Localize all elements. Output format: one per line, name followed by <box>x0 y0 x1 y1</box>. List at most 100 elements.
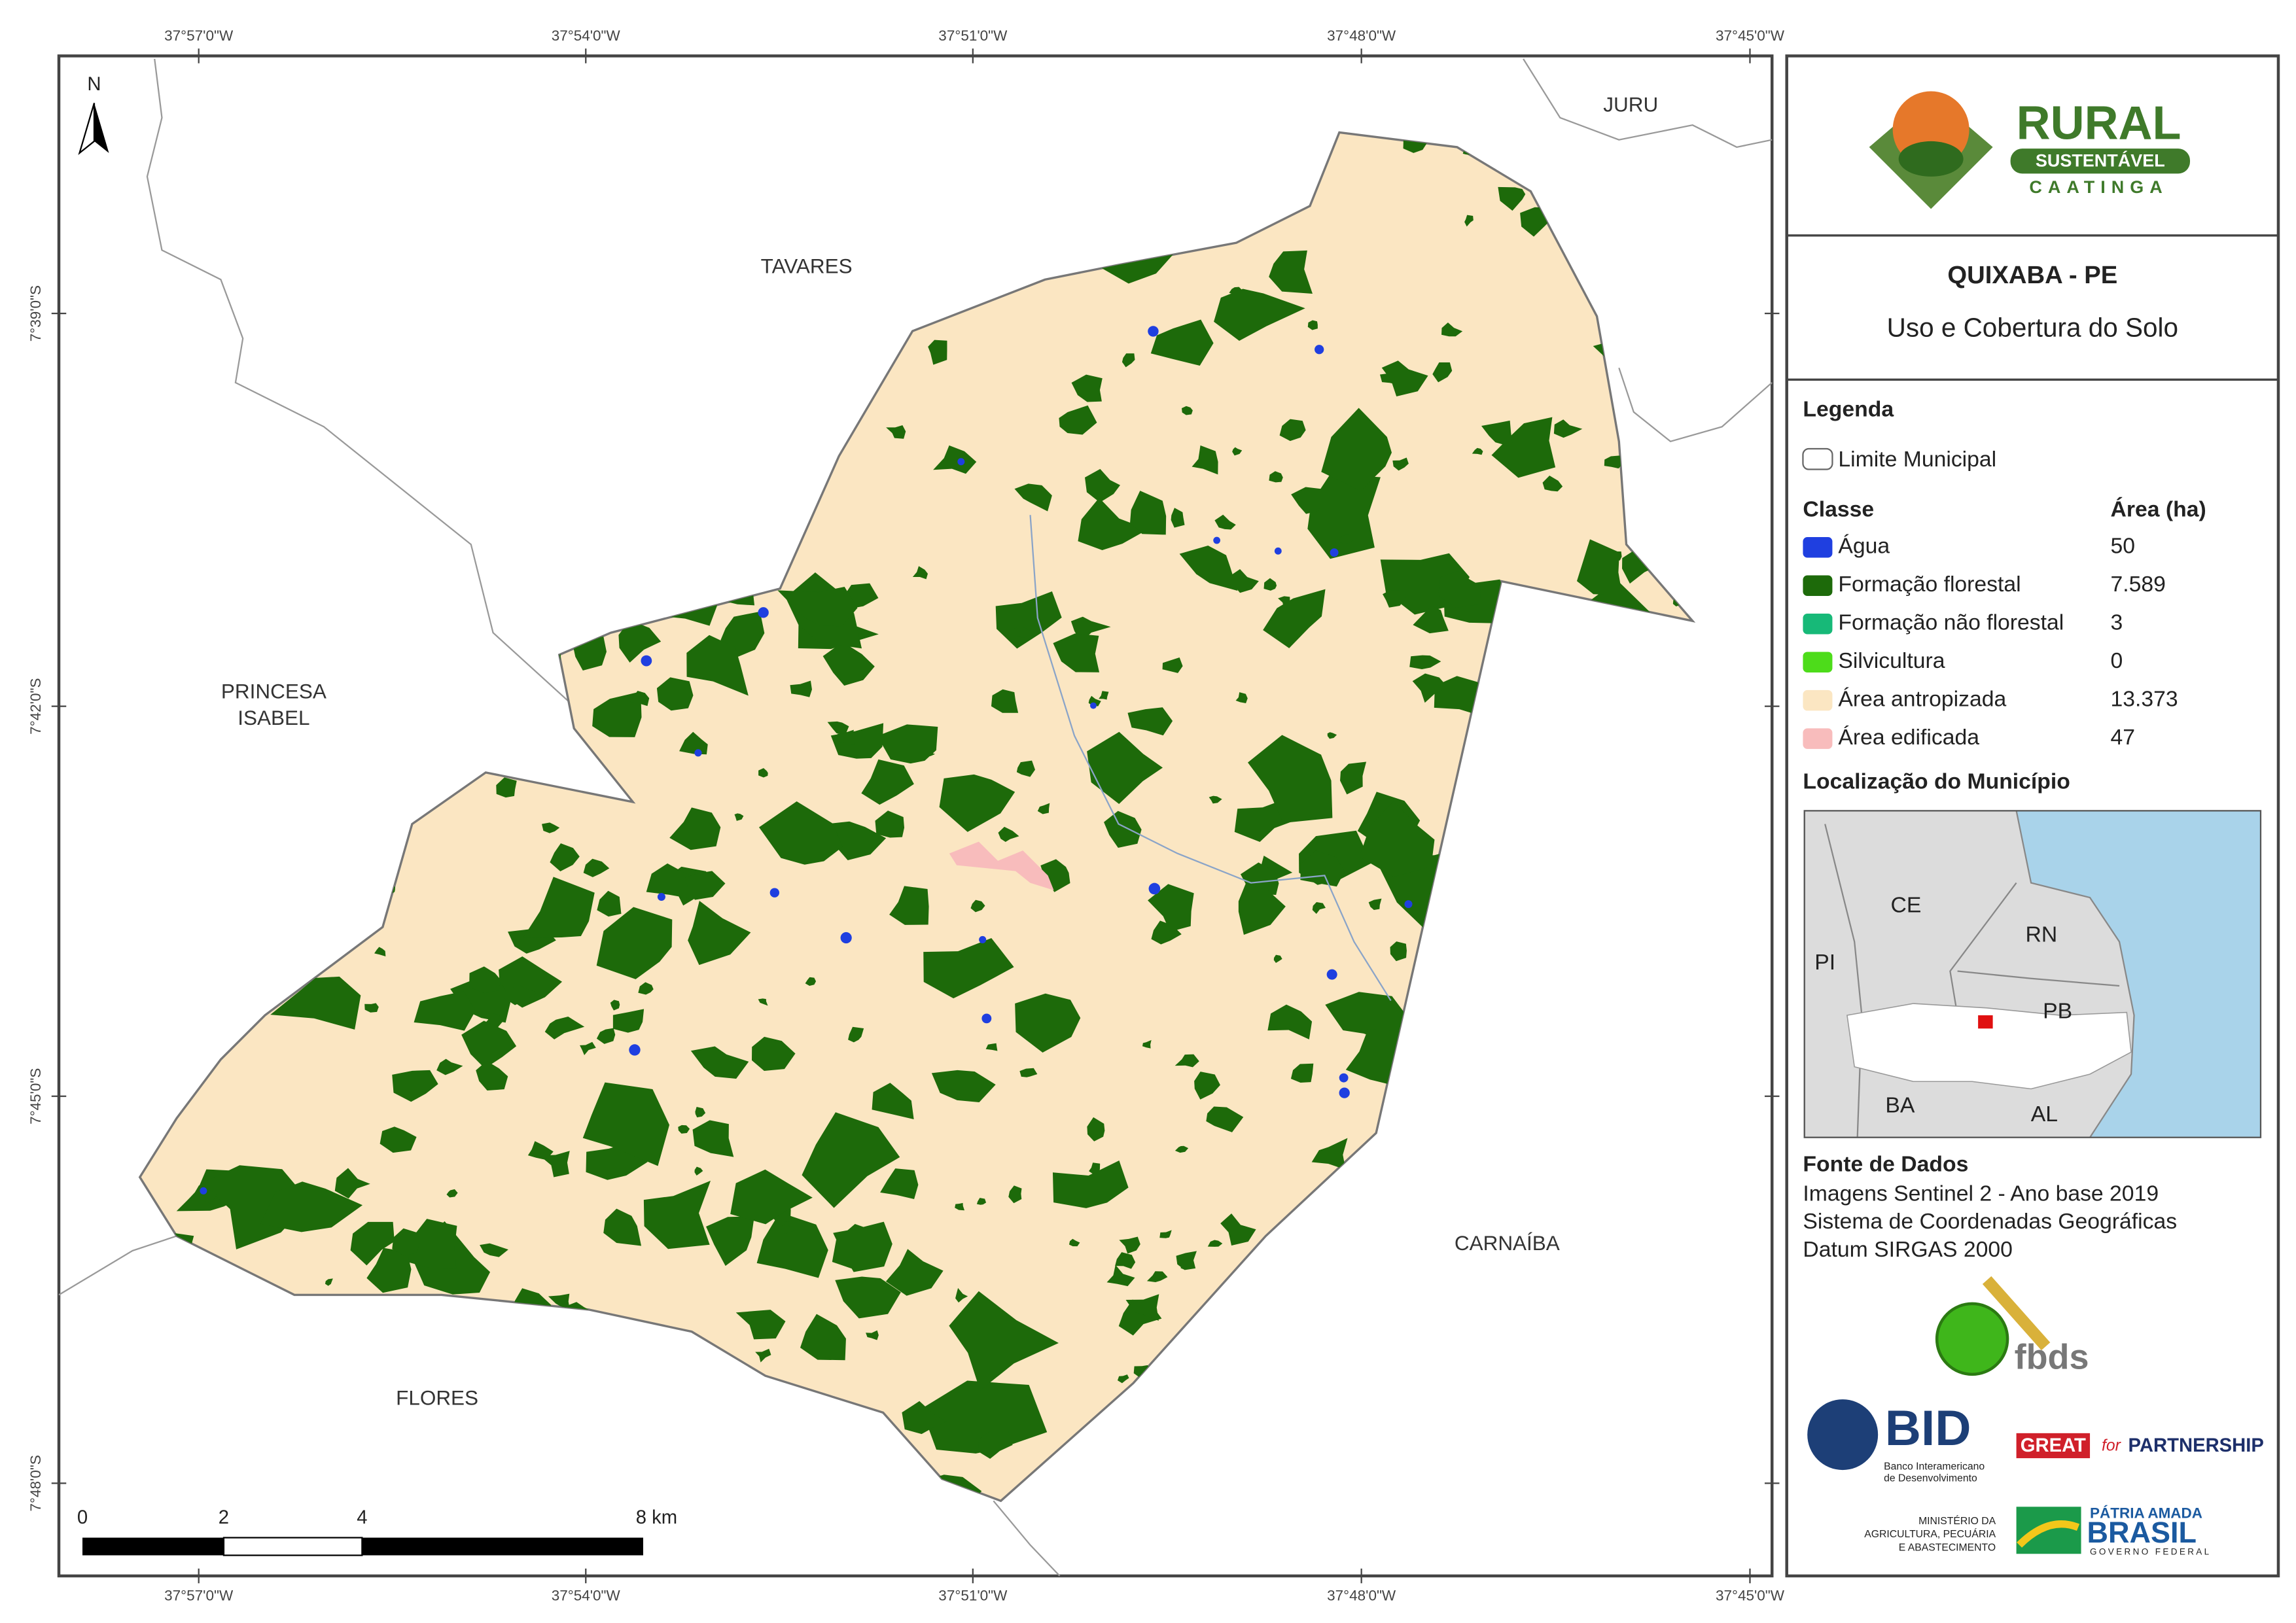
forest-patch <box>1122 353 1135 368</box>
forest-patch <box>679 731 708 755</box>
forest-patch <box>1125 1294 1159 1321</box>
forest-patch <box>1214 514 1236 530</box>
forest-patch <box>1174 1054 1199 1068</box>
logo-text: PARTNERSHIP <box>2128 1435 2264 1456</box>
forest-patch <box>1321 408 1392 491</box>
logo-stroke <box>1982 1276 2051 1351</box>
water-patch <box>769 888 779 898</box>
forest-patch <box>542 822 560 833</box>
forest-patch <box>1192 445 1218 475</box>
water-patch <box>694 749 702 757</box>
forest-patch <box>758 998 768 1006</box>
water-patch <box>1339 1073 1349 1083</box>
logo-text: de Desenvolvimento <box>1884 1473 1977 1484</box>
location-map <box>1804 811 2261 1138</box>
forest-patch <box>1339 534 1356 544</box>
scale-bar: 0 2 4 8 km <box>77 1507 677 1556</box>
forest-patch <box>1604 455 1624 469</box>
lon-tick-label: 37°54'0"W <box>552 27 621 44</box>
forest-patch <box>461 1021 517 1069</box>
forest-patch <box>1432 362 1453 383</box>
scale-label: 0 <box>77 1507 88 1528</box>
forest-patch <box>402 1219 457 1270</box>
water-patch <box>1274 547 1282 555</box>
forest-patch <box>592 691 642 737</box>
logo-text: E ABASTECIMENTO <box>1899 1542 1996 1553</box>
water-patch <box>1089 702 1097 709</box>
forest-patch <box>1359 801 1435 877</box>
logo-globe <box>1807 1399 1879 1471</box>
forest-patch <box>527 1141 554 1161</box>
forest-patch <box>1311 1138 1348 1170</box>
forest-patch <box>861 759 914 805</box>
water-patch <box>981 1013 992 1024</box>
forest-patch <box>656 677 694 711</box>
forest-patch <box>1015 993 1081 1053</box>
forest-patch <box>759 801 843 865</box>
forest-patch <box>350 1221 395 1266</box>
forest-patch <box>1383 590 1406 608</box>
forest-patch <box>414 991 476 1031</box>
legend-swatch <box>1803 652 1833 672</box>
location-marker <box>1978 1015 1993 1029</box>
forest-patch <box>976 1198 987 1205</box>
forest-patch <box>1053 633 1100 672</box>
forest-patch <box>1071 374 1103 402</box>
lat-tick-label: 7°42'0"S <box>27 678 44 735</box>
forest-patch <box>1040 859 1070 892</box>
forest-patch <box>1498 186 1526 211</box>
forest-patch <box>202 1165 309 1249</box>
forest-patch <box>1176 1251 1197 1270</box>
forest-patch <box>469 966 501 994</box>
water-patch <box>1404 900 1413 909</box>
water-patch <box>1315 345 1324 355</box>
forest-patch <box>1089 1162 1101 1174</box>
forest-patch <box>1115 1252 1136 1269</box>
forest-patch <box>1279 419 1306 442</box>
forest-patch <box>734 813 744 821</box>
forest-patch <box>1037 803 1050 814</box>
forest-patch <box>1162 657 1183 673</box>
north-arrow: N <box>78 74 109 156</box>
forest-patch <box>1052 1161 1129 1208</box>
forest-patch <box>1142 1039 1152 1049</box>
water-patch <box>657 892 665 901</box>
forest-patch <box>1078 497 1148 551</box>
forest-patch <box>446 1189 458 1198</box>
forest-patch <box>1269 471 1283 483</box>
forest-patch <box>978 1431 1013 1459</box>
logo-text: for <box>2102 1437 2122 1455</box>
forest-patch <box>1130 491 1167 535</box>
forest-patch <box>548 1293 570 1310</box>
forest-patch <box>1104 811 1142 848</box>
forest-patch <box>885 1249 944 1296</box>
logo-title: RURAL <box>2017 97 2181 149</box>
water-patch <box>1148 326 1159 337</box>
legend-label: Água <box>1838 534 1890 559</box>
forest-patch <box>1099 691 1109 700</box>
forest-patch <box>1368 898 1382 910</box>
north-label: N <box>87 74 101 95</box>
logo-tree <box>1898 141 1964 177</box>
forest-patch <box>939 774 1016 832</box>
legend-header: Classe <box>1803 497 1874 521</box>
forest-patch <box>1248 735 1333 824</box>
legend-label: Área edificada <box>1838 725 1979 750</box>
forest-patch <box>1472 447 1483 455</box>
forest-patch <box>580 1041 596 1055</box>
forest-patch <box>1069 1238 1080 1247</box>
legend-label: Limite Municipal <box>1838 447 1996 472</box>
water-patch <box>1330 548 1339 557</box>
forest-patch <box>1085 468 1120 503</box>
water-patch <box>1326 969 1337 980</box>
forest-patch <box>695 1106 706 1118</box>
legend-header: Área (ha) <box>2111 497 2206 521</box>
forest-patch <box>1179 546 1238 591</box>
forest-patch <box>949 1291 1059 1391</box>
forest-patch <box>1263 578 1277 591</box>
logo-subtitle: SUSTENTÁVEL <box>2036 150 2165 171</box>
forest-patch <box>995 591 1062 649</box>
legend-label: Área antropizada <box>1838 687 2006 712</box>
lat-tick-label: 7°39'0"S <box>27 285 44 341</box>
rural-logo: RURAL SUSTENTÁVEL CAATINGA <box>1869 91 2191 209</box>
